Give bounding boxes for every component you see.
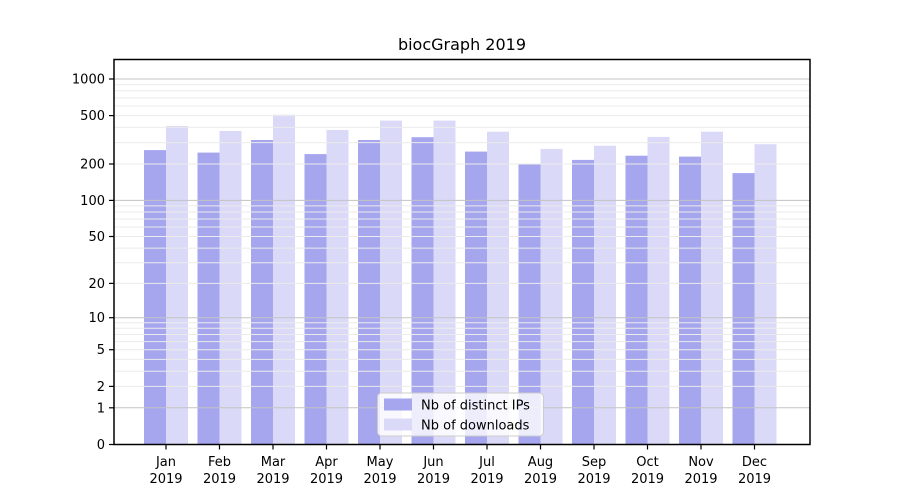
axes-group: 0 1 2 5 10 20 50 100 200 500 1000 Jan 2019 Feb 2019 Mar…	[72, 58, 811, 487]
legend-swatch-downloads	[384, 418, 412, 431]
bar-downloads-dec	[754, 144, 777, 445]
x-tick-label-year-jul: 2019	[470, 472, 503, 487]
y-tick-label-200: 200	[80, 158, 105, 173]
bar-ips-mar	[251, 140, 273, 445]
bar-downloads-apr	[326, 130, 349, 445]
y-tick-label-100: 100	[80, 194, 105, 209]
y-tick-label-50: 50	[88, 230, 105, 245]
legend-label-distinct-ips: Nb of distinct IPs	[421, 399, 530, 414]
x-tick-label-month-apr: Apr	[315, 455, 338, 470]
bar-ips-apr	[304, 154, 327, 445]
bar-downloads-jan	[166, 126, 188, 445]
x-tick-label-month-oct: Oct	[636, 455, 658, 470]
x-tick-label-year-feb: 2019	[203, 472, 236, 487]
bar-downloads-nov	[701, 131, 723, 445]
x-tick-label-month-may: May	[367, 455, 394, 470]
x-tick-label-year-apr: 2019	[310, 472, 343, 487]
bar-ips-jan	[144, 150, 166, 445]
chart-title: biocGraph 2019	[398, 35, 526, 54]
x-tick-label-year-may: 2019	[363, 472, 396, 487]
bar-downloads-jul	[487, 131, 509, 445]
plot-border	[113, 58, 811, 446]
x-tick-label-month-mar: Mar	[261, 455, 286, 470]
x-tick-label-year-oct: 2019	[631, 472, 664, 487]
legend-box	[377, 392, 544, 437]
x-tick-label-month-dec: Dec	[742, 455, 767, 470]
bar-ips-aug	[518, 164, 541, 445]
x-tick-label-year-aug: 2019	[524, 472, 557, 487]
bar-downloads-may	[380, 120, 402, 445]
y-tick-label-5: 5	[97, 343, 105, 358]
bar-ips-sep	[572, 159, 594, 445]
bar-downloads-jun	[433, 120, 456, 445]
y-tick-label-2: 2	[97, 380, 105, 395]
bar-ips-feb	[197, 152, 220, 445]
y-tick-label-1: 1	[97, 401, 105, 416]
bar-ips-jun	[411, 137, 434, 445]
bar-ips-dec	[732, 173, 755, 445]
bar-ips-oct	[625, 155, 648, 445]
x-tick-label-year-sep: 2019	[577, 472, 610, 487]
bar-downloads-mar	[273, 114, 295, 445]
x-tick-label-year-jan: 2019	[149, 472, 182, 487]
x-tick-label-month-feb: Feb	[208, 455, 231, 470]
x-tick-label-year-jun: 2019	[417, 472, 450, 487]
x-tick-label-year-mar: 2019	[256, 472, 289, 487]
bar-downloads-aug	[540, 148, 563, 445]
gridlines-group	[114, 78, 810, 409]
legend: Nb of distinct IPs Nb of downloads	[377, 392, 544, 437]
x-tick-label-year-nov: 2019	[684, 472, 717, 487]
y-tick-label-0: 0	[97, 438, 105, 453]
bar-downloads-sep	[594, 145, 616, 445]
x-tick-label-month-jul: Jul	[478, 455, 495, 470]
y-tick-label-20: 20	[88, 277, 105, 292]
legend-swatch-distinct-ips	[384, 398, 412, 411]
bar-downloads-feb	[219, 131, 242, 445]
legend-label-downloads: Nb of downloads	[421, 419, 530, 434]
x-tick-label-month-jun: Jun	[422, 455, 443, 470]
x-tick-label-month-aug: Aug	[528, 455, 553, 470]
x-tick-label-year-dec: 2019	[738, 472, 771, 487]
bar-ips-nov	[679, 156, 701, 445]
y-tick-label-1000: 1000	[72, 73, 105, 88]
y-tick-label-500: 500	[80, 109, 105, 124]
bar-ips-may	[358, 140, 380, 445]
x-tick-label-month-jan: Jan	[155, 455, 176, 470]
y-tick-label-10: 10	[88, 311, 105, 326]
x-tick-label-month-nov: Nov	[688, 455, 714, 470]
x-tick-label-month-sep: Sep	[582, 455, 607, 470]
bar-downloads-oct	[647, 136, 670, 445]
